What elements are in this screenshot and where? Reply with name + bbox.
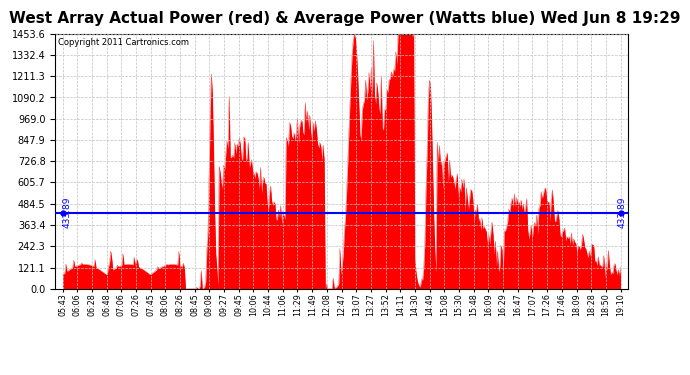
Text: West Array Actual Power (red) & Average Power (Watts blue) Wed Jun 8 19:29: West Array Actual Power (red) & Average … xyxy=(9,11,681,26)
Text: Copyright 2011 Cartronics.com: Copyright 2011 Cartronics.com xyxy=(58,38,189,46)
Text: 433.89: 433.89 xyxy=(63,197,72,228)
Text: 433.89: 433.89 xyxy=(618,197,627,228)
